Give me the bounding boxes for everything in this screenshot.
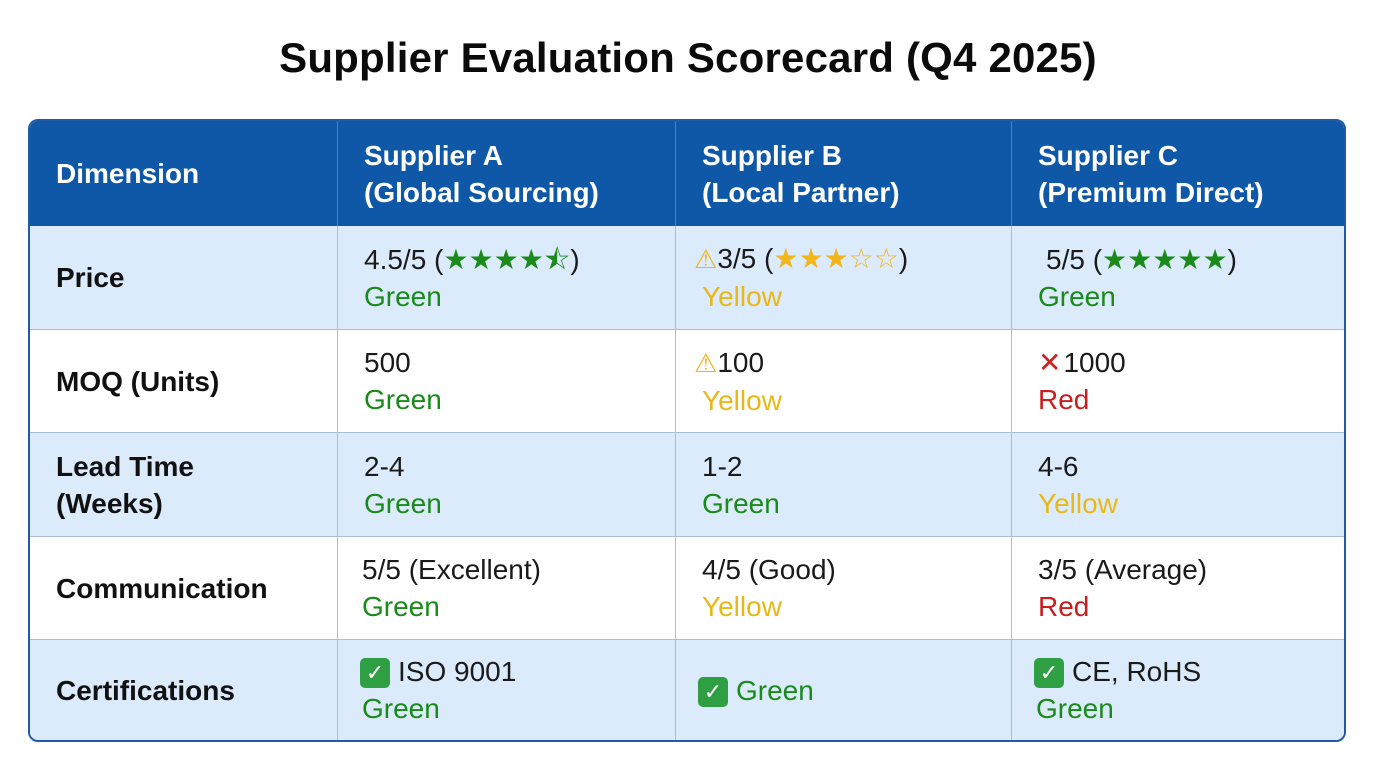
header-supplier-b-name: Supplier B bbox=[702, 139, 843, 171]
star-icon: ★★★ bbox=[773, 243, 849, 274]
cell-moq-supplier-a: 500 Green bbox=[338, 330, 676, 433]
price-a-open: ( bbox=[426, 243, 444, 275]
certifications-a-text: ISO 9001 bbox=[398, 656, 517, 687]
lead-time-b-status: Green bbox=[702, 487, 780, 519]
empty-star-icon: ☆☆ bbox=[848, 243, 899, 274]
cell-certifications-supplier-b: ✓ Green bbox=[676, 640, 1012, 740]
price-b-status: Yellow bbox=[702, 281, 782, 312]
cell-price-supplier-c: 5/5 (★★★★★) Green bbox=[1012, 226, 1344, 330]
cell-certifications-supplier-c: ✓ CE, RoHS Green bbox=[1012, 640, 1344, 740]
communication-b-value: 4/5 (Good) bbox=[702, 554, 836, 585]
communication-b-status: Yellow bbox=[702, 591, 782, 622]
checkmark-icon: ✓ bbox=[1034, 658, 1064, 688]
certifications-c-value: ✓ CE, RoHS bbox=[1034, 653, 1344, 690]
row-label-price: Price bbox=[30, 226, 338, 330]
price-b-open: ( bbox=[756, 243, 774, 274]
cell-communication-supplier-c: 3/5 (Average) Red bbox=[1012, 537, 1344, 640]
row-label-moq: MOQ (Units) bbox=[30, 330, 338, 433]
header-dimension: Dimension bbox=[30, 121, 338, 226]
price-b-close: ) bbox=[898, 243, 909, 274]
certifications-b-status: Green bbox=[736, 674, 814, 706]
communication-a-status: Green bbox=[362, 591, 440, 622]
header-supplier-a: Supplier A (Global Sourcing) bbox=[338, 121, 676, 226]
certifications-a-status: Green bbox=[362, 693, 440, 724]
row-label-communication: Communication bbox=[30, 537, 338, 640]
price-c-open: ( bbox=[1084, 243, 1103, 275]
cell-price-supplier-a: 4.5/5 (★★★★⯪) Green bbox=[338, 226, 676, 330]
header-dimension-label: Dimension bbox=[56, 158, 200, 189]
moq-b-number: 100 bbox=[717, 346, 765, 378]
communication-c-value: 3/5 (Average) bbox=[1038, 554, 1208, 585]
moq-b-value: ⚠100 bbox=[694, 344, 1011, 382]
header-supplier-a-name: Supplier A bbox=[364, 139, 503, 171]
warning-icon: ⚠ bbox=[694, 244, 718, 274]
warning-icon: ⚠ bbox=[694, 347, 718, 378]
checkmark-icon: ✓ bbox=[360, 658, 390, 688]
certifications-a-value: ✓ ISO 9001 bbox=[360, 653, 675, 690]
row-label-lead-time-line1: Lead Time bbox=[56, 450, 194, 482]
price-c-status: Green bbox=[1038, 280, 1116, 312]
moq-b-status: Yellow bbox=[702, 384, 782, 416]
row-label-certifications-text: Certifications bbox=[56, 674, 235, 706]
row-label-certifications: Certifications bbox=[30, 640, 338, 740]
cell-lead-time-supplier-c: 4-6 Yellow bbox=[1012, 433, 1344, 537]
lead-time-c-status: Yellow bbox=[1038, 487, 1118, 519]
header-supplier-c-type: (Premium Direct) bbox=[1038, 176, 1264, 208]
header-supplier-b: Supplier B (Local Partner) bbox=[676, 121, 1012, 226]
header-supplier-c-name: Supplier C bbox=[1038, 139, 1179, 171]
cell-lead-time-supplier-b: 1-2 Green bbox=[676, 433, 1012, 537]
certifications-b-value: ✓ Green bbox=[698, 672, 1011, 709]
row-label-price-text: Price bbox=[56, 262, 125, 293]
lead-time-a-status: Green bbox=[364, 487, 442, 519]
row-label-moq-text: MOQ (Units) bbox=[56, 365, 220, 397]
price-a-close: ) bbox=[570, 243, 580, 275]
moq-a-value: 500 bbox=[364, 347, 411, 378]
row-label-lead-time-line2: (Weeks) bbox=[56, 487, 163, 519]
price-a-score: 4.5/5 bbox=[364, 243, 427, 275]
cell-price-supplier-b: ⚠3/5 (★★★☆☆) Yellow bbox=[676, 226, 1012, 330]
lead-time-b-value: 1-2 bbox=[702, 450, 743, 482]
certifications-c-text: CE, RoHS bbox=[1072, 656, 1202, 687]
price-c-close: ) bbox=[1227, 243, 1237, 275]
moq-c-value: ✕1000 bbox=[1038, 344, 1344, 381]
page-title: Supplier Evaluation Scorecard (Q4 2025) bbox=[279, 34, 1097, 81]
price-c-score: 5/5 bbox=[1046, 243, 1085, 275]
cell-moq-supplier-b: ⚠100 Yellow bbox=[676, 330, 1012, 433]
cell-certifications-supplier-a: ✓ ISO 9001 Green bbox=[338, 640, 676, 740]
lead-time-a-value: 2-4 bbox=[364, 450, 405, 482]
cross-icon: ✕ bbox=[1038, 347, 1062, 378]
price-a-status: Green bbox=[364, 280, 442, 312]
star-icon: ★★★★★ bbox=[1102, 243, 1228, 275]
lead-time-c-value: 4-6 bbox=[1038, 450, 1079, 482]
communication-a-value: 5/5 (Excellent) bbox=[362, 554, 541, 585]
half-star-icon: ⯪ bbox=[543, 243, 571, 275]
communication-c-status: Red bbox=[1038, 591, 1090, 622]
cell-communication-supplier-b: 4/5 (Good) Yellow bbox=[676, 537, 1012, 640]
price-b-score: 3/5 bbox=[717, 243, 757, 274]
row-label-communication-text: Communication bbox=[56, 572, 268, 604]
row-label-lead-time: Lead Time (Weeks) bbox=[30, 433, 338, 537]
cell-communication-supplier-a: 5/5 (Excellent) Green bbox=[338, 537, 676, 640]
header-supplier-c: Supplier C (Premium Direct) bbox=[1012, 121, 1344, 226]
star-icon: ★★★★ bbox=[443, 243, 544, 275]
header-supplier-b-type: (Local Partner) bbox=[702, 176, 900, 208]
price-b-value: ⚠3/5 (★★★☆☆) bbox=[694, 240, 1011, 278]
price-c-value: 5/5 (★★★★★) bbox=[1038, 241, 1344, 278]
cell-moq-supplier-c: ✕1000 Red bbox=[1012, 330, 1344, 433]
price-a-value: 4.5/5 (★★★★⯪) bbox=[364, 241, 675, 278]
moq-c-status: Red bbox=[1038, 384, 1090, 415]
moq-a-status: Green bbox=[364, 384, 442, 415]
cell-lead-time-supplier-a: 2-4 Green bbox=[338, 433, 676, 537]
certifications-c-status: Green bbox=[1036, 693, 1114, 724]
header-supplier-a-type: (Global Sourcing) bbox=[364, 176, 599, 208]
moq-c-number: 1000 bbox=[1063, 347, 1126, 378]
scorecard-table: Dimension Supplier A (Global Sourcing) S… bbox=[28, 119, 1346, 742]
checkmark-icon: ✓ bbox=[698, 676, 728, 707]
